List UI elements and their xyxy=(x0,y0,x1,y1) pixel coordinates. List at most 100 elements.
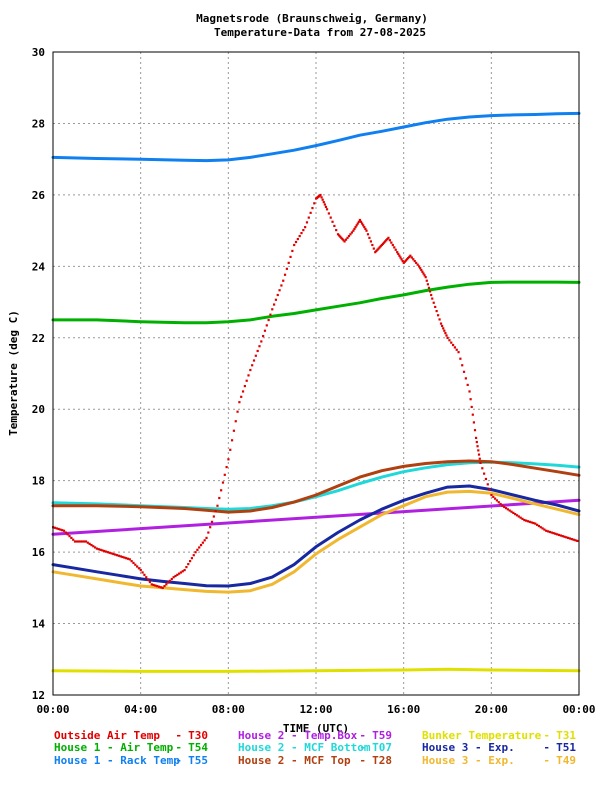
data-point xyxy=(525,519,528,522)
data-point xyxy=(97,548,100,551)
data-point xyxy=(112,552,115,556)
data-point xyxy=(132,561,135,565)
data-point xyxy=(291,249,294,253)
data-point xyxy=(156,585,159,588)
data-point xyxy=(384,240,387,243)
data-point xyxy=(448,339,451,342)
data-point xyxy=(471,413,474,416)
data-point xyxy=(472,421,475,424)
data-point xyxy=(451,343,455,347)
data-point xyxy=(187,563,190,566)
data-point xyxy=(117,554,120,557)
data-point xyxy=(185,565,188,569)
data-point xyxy=(568,537,572,540)
data-point xyxy=(192,554,195,557)
legend-entry-separator: - xyxy=(543,729,550,742)
data-point xyxy=(354,226,357,229)
data-point xyxy=(380,243,383,247)
series-outside-air-temp xyxy=(52,193,579,590)
data-point xyxy=(311,206,314,210)
data-point xyxy=(236,410,239,413)
data-point xyxy=(77,540,80,543)
data-point xyxy=(416,263,419,266)
data-point xyxy=(570,538,573,541)
data-point xyxy=(64,531,67,534)
data-point xyxy=(321,198,324,201)
legend-entry-separator: - xyxy=(359,754,366,767)
data-point xyxy=(390,241,393,244)
data-point xyxy=(150,583,153,586)
legend-entry-separator: - xyxy=(175,741,182,754)
data-point xyxy=(269,313,272,316)
data-point xyxy=(438,318,441,321)
data-point xyxy=(341,237,344,241)
data-point xyxy=(479,461,482,465)
data-point xyxy=(220,489,223,492)
data-point xyxy=(305,221,309,224)
data-point xyxy=(267,318,270,322)
legend-entry-code: T55 xyxy=(188,754,208,767)
data-point xyxy=(134,563,137,566)
data-point xyxy=(355,224,358,227)
data-point xyxy=(209,526,212,529)
data-point xyxy=(441,324,444,328)
data-point xyxy=(446,336,449,339)
data-point xyxy=(425,279,428,282)
data-point xyxy=(218,496,221,500)
legend-entry-name: House 2 - Temp.Box xyxy=(238,729,358,742)
data-point xyxy=(415,261,418,264)
data-point xyxy=(194,551,197,554)
data-point xyxy=(68,535,71,538)
data-point xyxy=(207,531,210,534)
data-point xyxy=(214,510,217,513)
series-line-t31 xyxy=(51,667,581,673)
y-tick-label: 24 xyxy=(32,260,46,273)
data-point xyxy=(66,533,69,536)
data-point xyxy=(405,258,409,261)
data-point xyxy=(84,540,88,543)
x-axis-label: TIME (UTC) xyxy=(283,722,349,735)
data-point xyxy=(271,308,274,311)
data-point xyxy=(504,507,508,510)
data-point xyxy=(272,303,276,306)
data-point xyxy=(128,558,131,561)
data-point xyxy=(62,529,66,532)
data-point xyxy=(165,583,168,586)
data-point xyxy=(420,268,423,272)
data-point xyxy=(431,297,434,300)
data-point xyxy=(409,254,412,257)
data-point xyxy=(528,520,531,523)
data-point xyxy=(126,557,130,560)
data-point xyxy=(338,234,341,237)
data-point xyxy=(403,260,406,263)
data-point xyxy=(223,473,226,476)
data-point xyxy=(212,515,215,518)
data-point xyxy=(396,251,399,254)
legend-entry-code: T49 xyxy=(556,754,576,767)
data-point xyxy=(130,560,133,563)
data-point xyxy=(364,227,367,231)
data-point xyxy=(322,201,325,204)
legend-entry-separator: - xyxy=(543,754,550,767)
legend-entry-separator: - xyxy=(175,754,182,767)
data-point xyxy=(221,481,225,484)
y-tick-label: 14 xyxy=(32,618,46,631)
data-point xyxy=(475,440,478,444)
data-point xyxy=(309,211,312,214)
data-point xyxy=(470,405,473,409)
data-point xyxy=(196,548,199,551)
data-point xyxy=(136,565,139,568)
data-point xyxy=(159,586,162,589)
data-point xyxy=(439,322,443,325)
data-point xyxy=(245,379,248,382)
data-point xyxy=(397,252,400,256)
data-point xyxy=(230,439,234,442)
data-point xyxy=(488,488,491,491)
x-tick-label: 00:00 xyxy=(562,703,595,716)
data-point xyxy=(357,220,360,223)
legend-entry-name: House 2 - MCF Top xyxy=(238,754,351,767)
chart-title: Magnetsrode (Braunschweig, Germany) xyxy=(196,12,428,25)
data-point xyxy=(287,261,290,264)
data-point xyxy=(53,526,57,529)
data-point xyxy=(331,220,334,223)
